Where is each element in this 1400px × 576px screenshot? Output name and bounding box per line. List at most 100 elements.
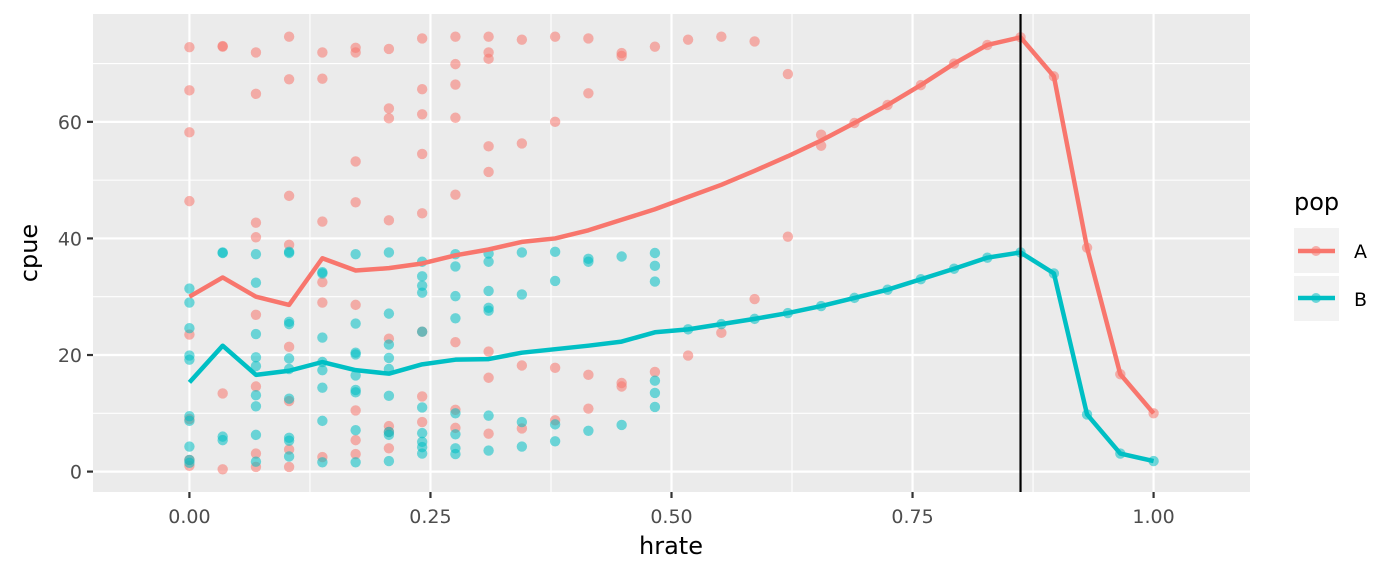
data-point-b xyxy=(217,434,228,446)
data-point-b xyxy=(450,313,461,324)
data-point-a xyxy=(716,327,727,339)
data-point-b xyxy=(516,289,528,300)
lines-layer xyxy=(187,35,1156,464)
data-point-b xyxy=(649,247,661,259)
data-point-b xyxy=(416,271,428,282)
data-point-b xyxy=(416,402,428,413)
data-point-b xyxy=(483,410,494,421)
data-point-b xyxy=(483,256,494,267)
data-point-a xyxy=(649,41,661,52)
data-point-a xyxy=(217,464,228,475)
data-point-a xyxy=(317,47,328,58)
legend-label-a: A xyxy=(1354,241,1367,263)
data-point-b xyxy=(283,247,295,259)
data-point-b xyxy=(350,248,361,260)
data-point-b xyxy=(350,370,361,381)
data-point-b xyxy=(283,435,295,446)
data-point-a xyxy=(516,138,528,149)
data-point-b xyxy=(649,375,661,386)
data-point-a xyxy=(516,34,528,45)
y-axis-title: cpue xyxy=(15,224,43,282)
data-point-b xyxy=(250,401,262,412)
data-point-a xyxy=(383,215,395,226)
data-point-a xyxy=(450,189,461,200)
data-point-a xyxy=(283,74,295,85)
data-point-b xyxy=(250,277,262,288)
data-point-a xyxy=(483,372,494,383)
series-line-b xyxy=(187,250,1155,464)
data-point-a xyxy=(250,309,262,320)
data-point-b xyxy=(450,290,461,302)
data-point-a xyxy=(682,34,694,45)
data-point-b xyxy=(483,285,494,297)
data-point-b xyxy=(250,328,262,340)
data-point-b xyxy=(184,457,195,469)
data-point-b xyxy=(383,390,395,402)
data-point-b xyxy=(184,283,195,294)
data-point-b xyxy=(383,455,395,467)
data-point-a xyxy=(782,231,794,242)
data-point-b xyxy=(516,441,528,452)
data-point-b xyxy=(516,247,528,258)
data-point-a xyxy=(317,73,328,84)
data-point-b xyxy=(416,287,428,298)
data-point-b xyxy=(450,448,461,460)
series-line-a xyxy=(188,35,1156,415)
data-point-a xyxy=(416,208,428,219)
legend-title: pop xyxy=(1294,188,1339,216)
data-point-a xyxy=(516,360,528,371)
data-point-a xyxy=(217,41,228,52)
data-point-a xyxy=(283,31,295,42)
data-point-a xyxy=(483,346,494,357)
data-point-a xyxy=(250,232,262,243)
data-point-b xyxy=(250,360,262,372)
data-point-a xyxy=(749,36,760,47)
data-point-a xyxy=(616,50,627,62)
data-point-a xyxy=(416,83,428,95)
data-point-b xyxy=(283,318,295,330)
data-point-b xyxy=(450,261,461,272)
data-point-a xyxy=(184,127,195,138)
data-point-a xyxy=(616,381,627,392)
data-point-b xyxy=(483,445,494,456)
data-point-b xyxy=(184,297,195,308)
data-point-b xyxy=(283,353,295,364)
data-point-a xyxy=(483,31,494,42)
data-point-b xyxy=(549,246,561,258)
data-point-a xyxy=(483,428,494,439)
data-point-a xyxy=(749,293,760,305)
data-point-a xyxy=(350,299,361,311)
x-tick-label: 0.00 xyxy=(168,506,210,528)
data-point-a xyxy=(383,43,395,55)
x-tick-label: 0.75 xyxy=(891,506,933,528)
data-point-a xyxy=(350,405,361,416)
data-point-b xyxy=(250,248,262,260)
legend: pop A B xyxy=(1294,188,1367,321)
data-point-b xyxy=(649,387,661,399)
data-point-a xyxy=(450,112,461,123)
data-point-b xyxy=(649,260,661,272)
x-axis-title: hrate xyxy=(639,532,703,560)
data-point-a xyxy=(217,388,228,399)
y-axis-ticks: 0 20 40 60 xyxy=(58,112,93,484)
data-point-b xyxy=(416,427,428,439)
data-point-b xyxy=(350,425,361,436)
data-point-b xyxy=(317,332,328,343)
data-point-a xyxy=(450,336,461,348)
data-point-a xyxy=(383,443,395,454)
data-point-a xyxy=(184,42,195,53)
data-point-b xyxy=(184,415,195,427)
data-point-b xyxy=(350,349,361,360)
data-point-b xyxy=(416,448,428,459)
data-point-b xyxy=(317,457,328,468)
data-point-b xyxy=(283,451,295,462)
x-tick-label: 0.25 xyxy=(409,506,451,528)
data-point-b xyxy=(549,419,561,430)
data-point-a xyxy=(450,79,461,90)
data-point-a xyxy=(583,88,594,99)
data-point-b xyxy=(184,441,195,452)
legend-key-b-point xyxy=(1311,293,1321,303)
data-point-b xyxy=(383,247,395,258)
data-point-a xyxy=(450,31,461,42)
